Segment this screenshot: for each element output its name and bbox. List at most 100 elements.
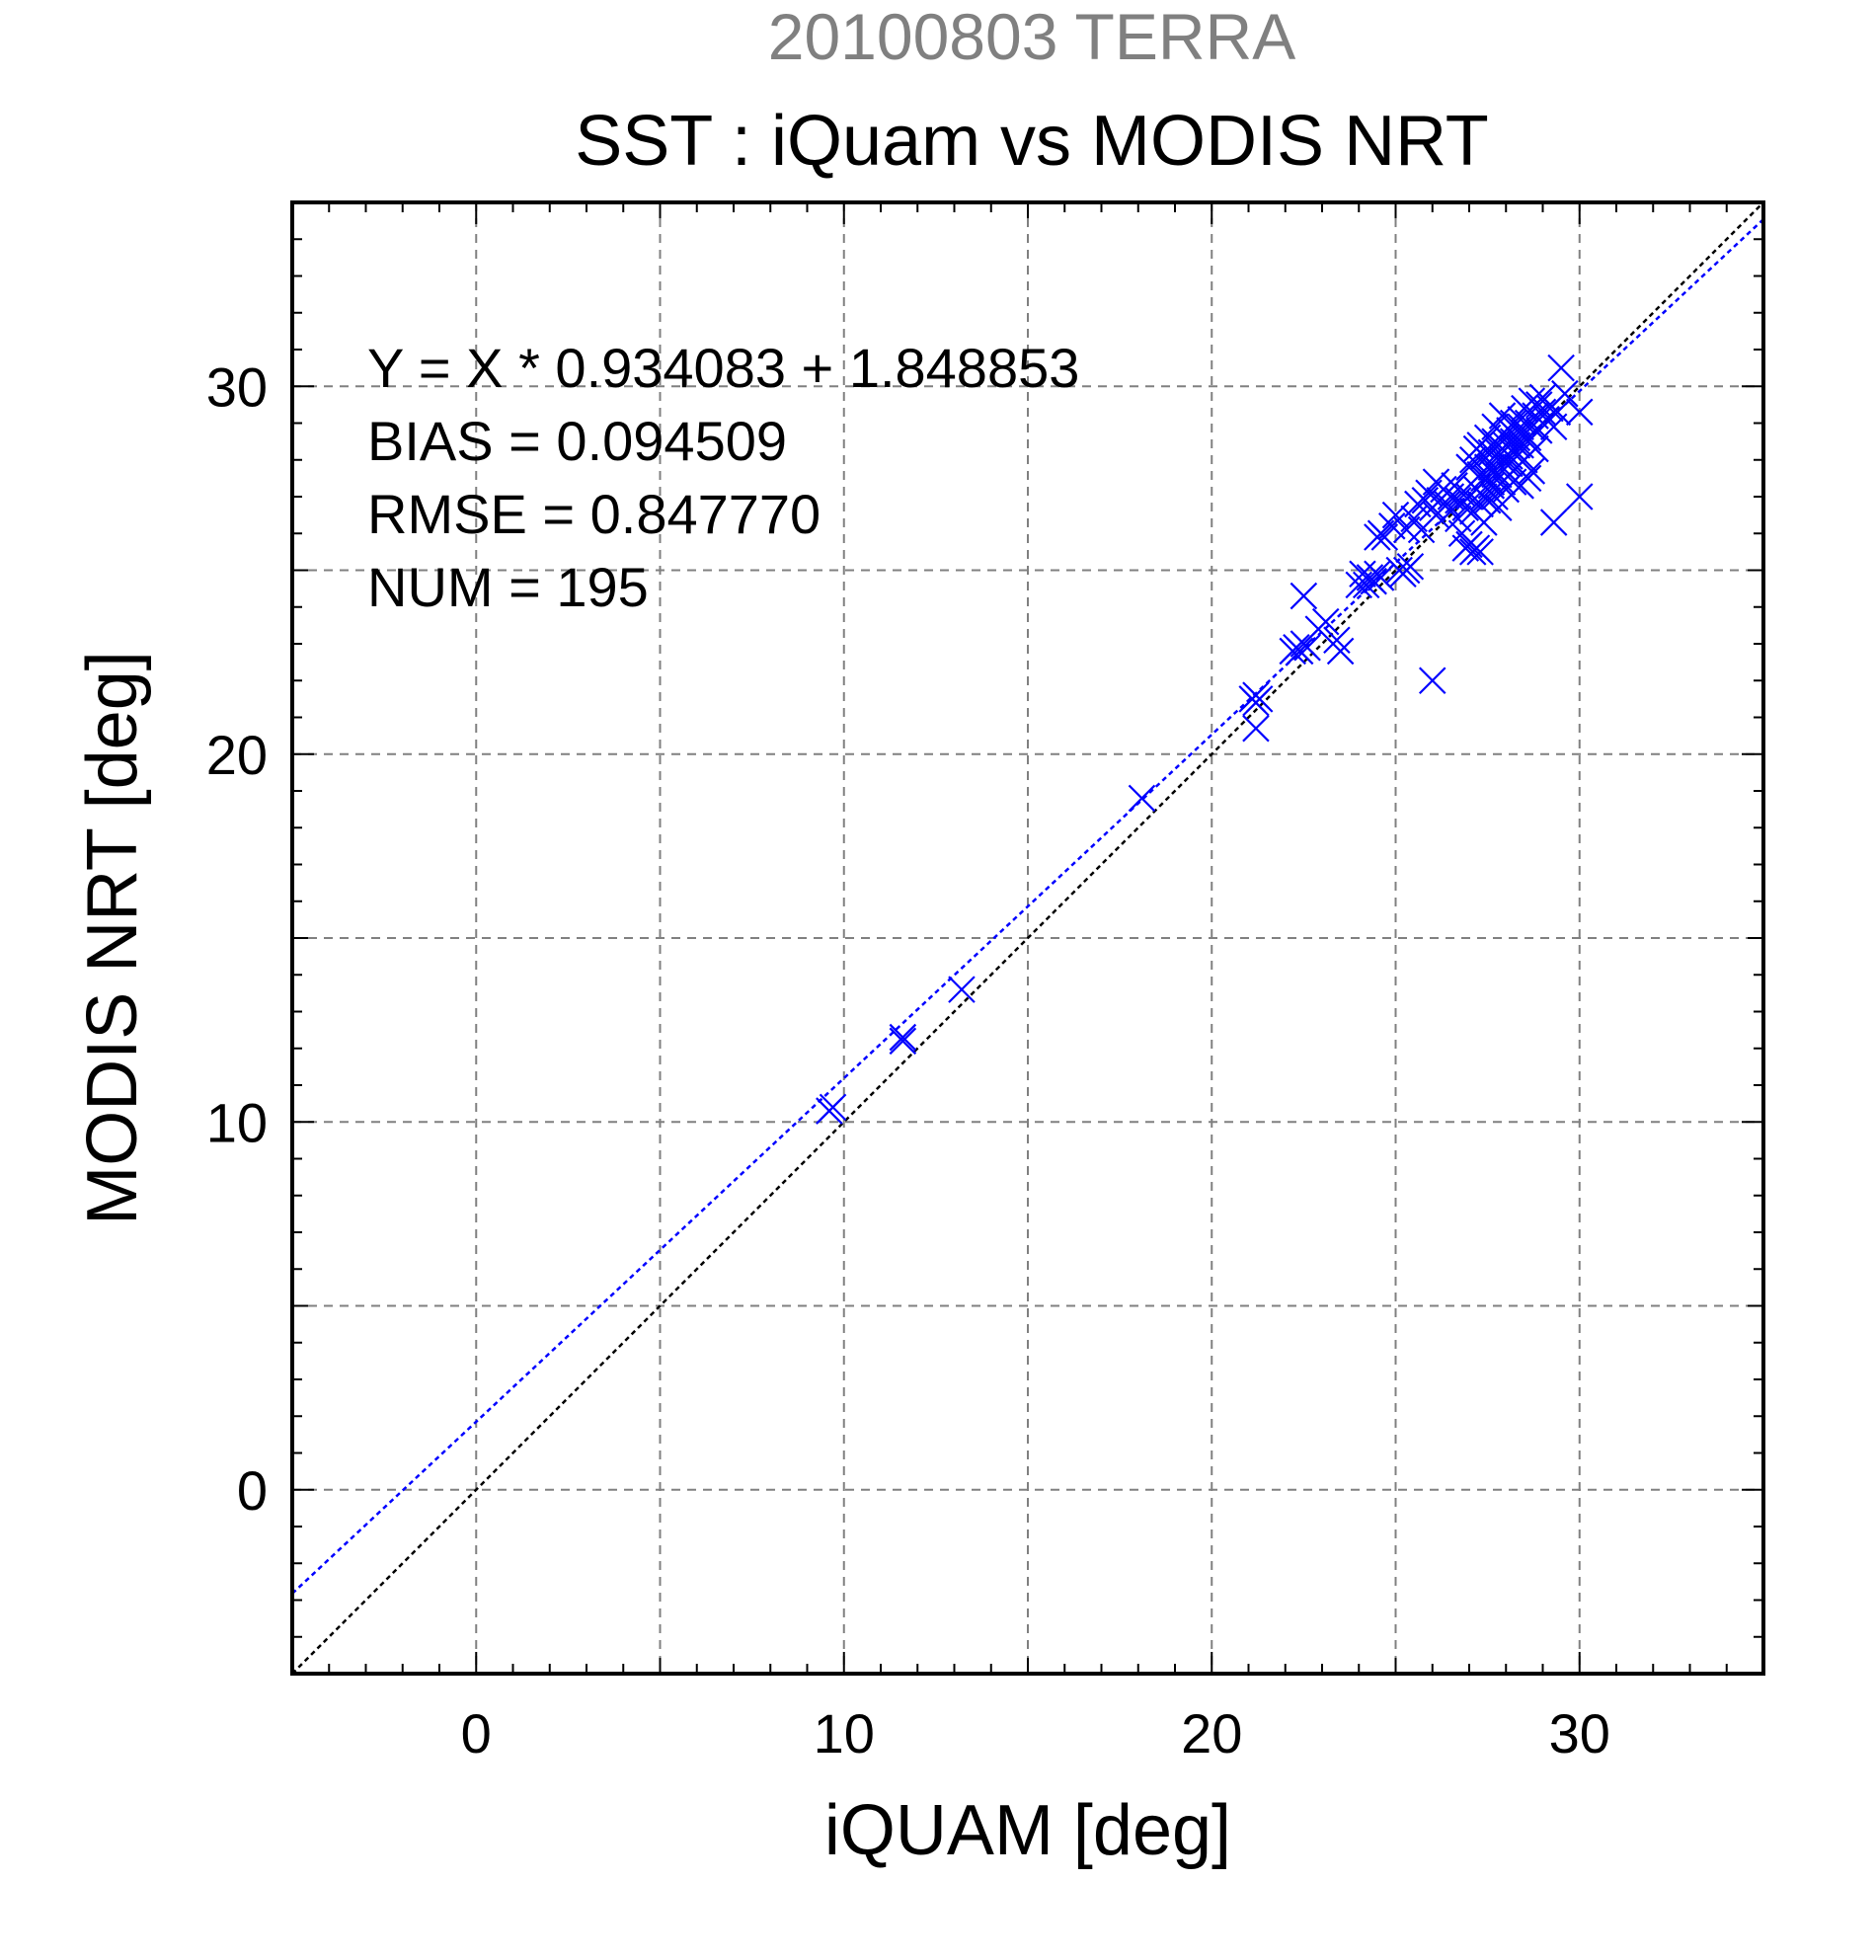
data-point-stroke (1381, 501, 1410, 529)
data-point-stroke (1349, 560, 1376, 588)
stats-bias: BIAS = 0.094509 (367, 410, 787, 472)
stats-equation: Y = X * 0.934083 + 1.848853 (367, 337, 1079, 399)
data-point-stroke (1377, 512, 1406, 540)
data-point (1381, 501, 1410, 529)
data-point-stroke (948, 976, 976, 1003)
data-point (1539, 509, 1568, 536)
data-point-stroke (889, 1023, 917, 1052)
x-tick-label: 10 (814, 1702, 875, 1764)
chart-subtitle: 20100803 TERRA (768, 0, 1295, 73)
data-point (1466, 538, 1494, 566)
data-point (1466, 490, 1494, 518)
data-point-stroke (1518, 457, 1546, 485)
data-point-stroke (1514, 424, 1542, 452)
data-point-stroke (1539, 509, 1568, 536)
data-point (1323, 626, 1351, 655)
regression-line (291, 218, 1764, 1595)
y-tick-label: 30 (206, 355, 268, 418)
x-tick-label: 30 (1549, 1702, 1610, 1764)
data-point (1470, 464, 1498, 493)
data-point (1565, 398, 1594, 427)
x-axis-label: iQUAM [deg] (824, 1791, 1231, 1870)
data-point-stroke (1290, 582, 1318, 610)
data-point-stroke (1326, 637, 1355, 666)
data-point (889, 1027, 917, 1056)
data-point-stroke (1528, 383, 1557, 412)
data-point (1481, 460, 1509, 489)
data-point (1514, 424, 1542, 452)
data-point-stroke (1485, 431, 1513, 459)
data-point (1128, 784, 1156, 813)
data-point (1458, 445, 1487, 474)
data-point (1543, 398, 1572, 427)
data-point (1286, 637, 1314, 666)
stats-box: Y = X * 0.934083 + 1.848853 BIAS = 0.094… (367, 337, 1079, 618)
data-point (1518, 457, 1546, 485)
plot-frame (290, 200, 1765, 1676)
data-point (1551, 379, 1579, 408)
data-point-stroke (1522, 434, 1549, 463)
data-point (1311, 607, 1340, 636)
data-point (1433, 490, 1461, 518)
grid-layer (292, 202, 1763, 1674)
data-point-stroke (819, 1093, 847, 1122)
data-point-stroke (1242, 714, 1270, 743)
data-point (1528, 398, 1557, 427)
data-point-stroke (1507, 413, 1534, 441)
data-point (1547, 353, 1575, 382)
data-point (1396, 552, 1425, 581)
data-point (1485, 431, 1513, 459)
data-point (1293, 633, 1321, 662)
data-point (1565, 483, 1594, 510)
data-point-stroke (1323, 626, 1351, 655)
data-point-stroke (1286, 637, 1314, 666)
data-point (1514, 464, 1542, 493)
data-point-stroke (1547, 353, 1575, 382)
data-point-stroke (1128, 784, 1156, 813)
data-point-stroke (1458, 445, 1487, 474)
data-point (1290, 582, 1318, 610)
data-points (816, 353, 1594, 1125)
y-axis-label: MODIS NRT [deg] (73, 651, 152, 1225)
data-point-stroke (1433, 490, 1461, 518)
x-tick-label: 0 (461, 1702, 492, 1764)
y-tick-label: 10 (206, 1091, 268, 1153)
data-point (1485, 494, 1513, 521)
data-point-stroke (1311, 607, 1340, 636)
data-point-stroke (1396, 552, 1425, 581)
data-point-stroke (1367, 564, 1395, 591)
data-point-stroke (1293, 633, 1321, 662)
data-point (1242, 688, 1270, 717)
data-point-stroke (1466, 538, 1494, 566)
chart-title: SST : iQuam vs MODIS NRT (575, 102, 1489, 181)
data-point (889, 1023, 917, 1052)
data-point-stroke (1514, 464, 1542, 493)
data-point-stroke (889, 1027, 917, 1056)
data-point-stroke (1485, 494, 1513, 521)
data-point-stroke (1488, 402, 1517, 430)
data-point (1367, 564, 1395, 591)
data-point-stroke (1470, 464, 1498, 493)
data-point (1360, 567, 1387, 595)
data-point (1418, 666, 1446, 695)
data-point-stroke (1455, 530, 1483, 559)
data-point-stroke (1565, 398, 1594, 427)
data-point-stroke (1543, 398, 1572, 427)
data-point (1242, 714, 1270, 743)
data-point-stroke (1481, 460, 1509, 489)
x-tick-label: 20 (1181, 1702, 1242, 1764)
stats-num: NUM = 195 (367, 556, 649, 618)
data-point-stroke (1551, 379, 1579, 408)
data-point-stroke (1522, 402, 1549, 430)
tick-labels: 0 0 10 10 20 20 30 30 (206, 355, 1610, 1764)
data-point (1326, 637, 1355, 666)
data-point-stroke (1466, 490, 1494, 518)
data-point-stroke (1528, 398, 1557, 427)
data-point-stroke (1565, 483, 1594, 510)
data-point-stroke (1496, 449, 1524, 478)
data-point-stroke (1447, 519, 1476, 548)
data-point (1524, 391, 1553, 419)
data-point (819, 1093, 847, 1122)
